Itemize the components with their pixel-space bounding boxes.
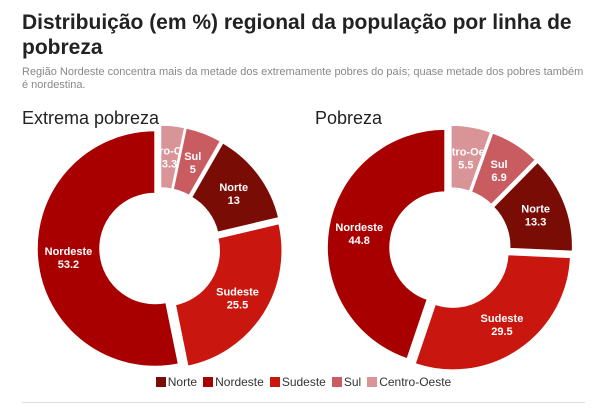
slice-value-sul: 5 bbox=[190, 164, 196, 176]
slice-value-norte: 13.3 bbox=[525, 216, 546, 228]
legend-label-sudeste: Sudeste bbox=[281, 375, 326, 389]
donut-slice-nordeste[interactable] bbox=[36, 129, 180, 368]
slice-value-centro-oeste: 3.3 bbox=[162, 158, 177, 170]
donut-slice-sudeste[interactable] bbox=[174, 222, 283, 368]
slice-label-nordeste: Nordeste bbox=[45, 246, 93, 258]
donut-slice-norte[interactable] bbox=[190, 141, 280, 234]
slice-label-sul: Sul bbox=[490, 159, 507, 171]
chart-subtitle: Região Nordeste concentra mais da metade… bbox=[22, 66, 584, 91]
slice-value-sudeste: 29.5 bbox=[491, 326, 512, 338]
slice-value-sul: 6.9 bbox=[491, 172, 506, 184]
slice-value-sudeste: 25.5 bbox=[227, 300, 248, 312]
donut-slice-nordeste[interactable] bbox=[326, 128, 446, 360]
slice-label-sul: Sul bbox=[184, 151, 201, 163]
slice-label-sudeste: Sudeste bbox=[481, 313, 524, 325]
bottom-divider bbox=[22, 402, 585, 403]
legend-item-sul[interactable]: Sul bbox=[331, 375, 362, 389]
slice-label-norte: Norte bbox=[521, 203, 550, 215]
donut-title-extrema-pobreza: Extrema pobreza bbox=[22, 108, 160, 128]
legend-swatch-sudeste bbox=[269, 377, 280, 387]
legend-label-nordeste: Nordeste bbox=[215, 375, 264, 389]
slice-label-centro-oeste: Centro-Oeste bbox=[431, 146, 501, 158]
slice-label-sudeste: Sudeste bbox=[216, 287, 259, 299]
slice-value-norte: 13 bbox=[228, 195, 240, 207]
legend-item-centro-oeste[interactable]: Centro-Oeste bbox=[367, 375, 451, 389]
legend-label-norte: Norte bbox=[167, 375, 198, 389]
donut-slice-norte[interactable] bbox=[492, 161, 574, 253]
donut-slice-centro-oeste[interactable] bbox=[159, 124, 186, 191]
legend-label-sul: Sul bbox=[343, 375, 362, 389]
legend-swatch-nordeste bbox=[203, 377, 214, 387]
legend-item-nordeste[interactable]: Nordeste bbox=[203, 375, 264, 389]
legend-swatch-centro-oeste bbox=[367, 377, 378, 387]
legend-swatch-norte bbox=[155, 377, 166, 387]
legend-item-norte[interactable]: Norte bbox=[155, 375, 198, 389]
slice-value-nordeste: 44.8 bbox=[349, 235, 370, 247]
legend-item-sudeste[interactable]: Sudeste bbox=[269, 375, 326, 389]
chart-title: Distribuição (em %) regional da populaçã… bbox=[22, 11, 572, 59]
donut-slice-sul[interactable] bbox=[470, 131, 537, 206]
slice-label-norte: Norte bbox=[219, 182, 248, 194]
donut-chart-extrema-pobreza: Centro-Oeste3.3Sul5Norte13Sudeste25.5Nor… bbox=[36, 124, 283, 368]
donut-title-pobreza: Pobreza bbox=[315, 108, 383, 128]
slice-label-nordeste: Nordeste bbox=[335, 222, 383, 234]
donut-slice-sul[interactable] bbox=[172, 126, 222, 197]
donut-slice-sudeste[interactable] bbox=[414, 253, 572, 371]
legend-label-centro-oeste: Centro-Oeste bbox=[379, 375, 452, 389]
slice-value-nordeste: 53.2 bbox=[58, 259, 79, 271]
legend-swatch-sul bbox=[331, 377, 342, 387]
chart-legend: Norte Nordeste Sudeste Sul Centro-Oeste bbox=[0, 375, 607, 389]
donut-slice-centro-oeste[interactable] bbox=[450, 124, 492, 193]
slice-value-centro-oeste: 5.5 bbox=[458, 159, 473, 171]
